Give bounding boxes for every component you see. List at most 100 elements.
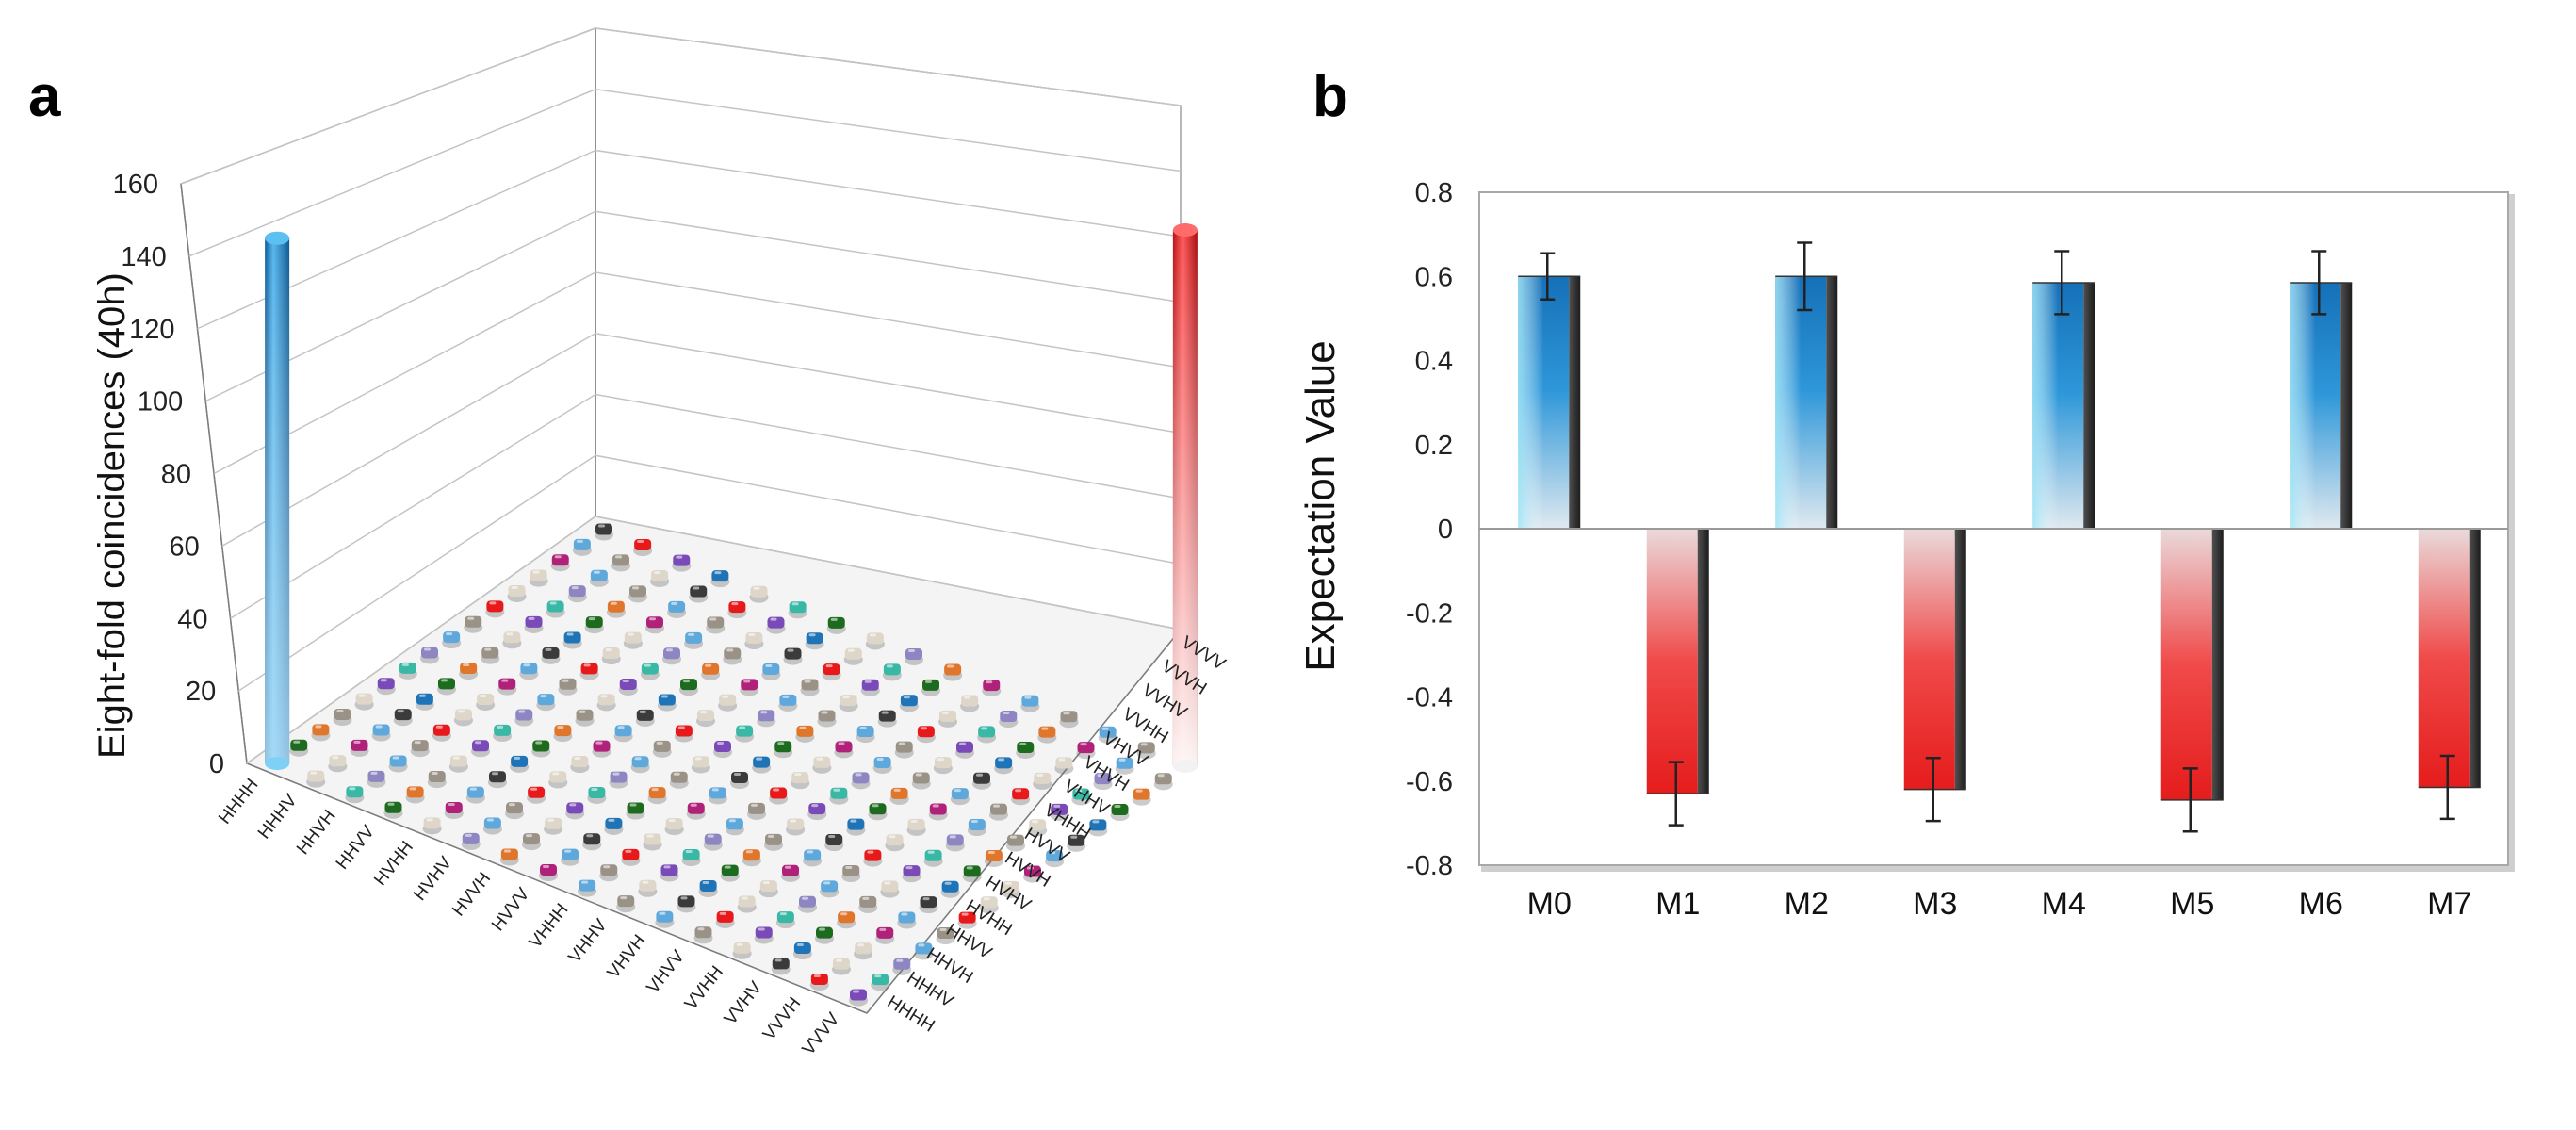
small-bar (553, 725, 573, 743)
small-bar (499, 848, 519, 866)
x-category-label: M0 (1527, 886, 1572, 922)
small-bar (481, 647, 500, 664)
small-bar (1006, 834, 1025, 852)
x-category-label: HHHH (215, 775, 262, 827)
small-bar (858, 895, 878, 913)
small-bar (306, 770, 326, 788)
small-bar (885, 834, 905, 852)
small-bar (584, 616, 604, 634)
small-bar (737, 895, 757, 913)
small-bar (943, 663, 963, 681)
small-bar (1016, 741, 1035, 759)
small-bar (718, 694, 738, 712)
small-bar (464, 615, 483, 633)
small-bar (960, 695, 980, 712)
small-bar (548, 771, 568, 789)
small-bar (955, 741, 974, 759)
small-bar (982, 680, 1002, 697)
small-bar (829, 787, 849, 805)
small-bar (723, 647, 742, 665)
small-bar (442, 631, 462, 649)
small-bar (522, 833, 541, 851)
small-bar (846, 818, 866, 836)
small-bar (1071, 788, 1091, 806)
small-bar (832, 958, 851, 975)
small-bar (919, 896, 938, 914)
small-bar (786, 818, 806, 836)
small-bar (454, 709, 473, 727)
y-axis-ticks: 0.8 0.6 0.4 0.2 0 -0.2 -0.4 -0.6 -0.8 (1406, 178, 1453, 881)
small-bar (979, 896, 999, 914)
small-bar (775, 911, 795, 929)
small-bar (618, 678, 638, 696)
z-tick-label: 120 (129, 315, 174, 345)
bar-m7 (2418, 529, 2481, 821)
small-bar (805, 632, 824, 650)
error-bar (2439, 754, 2455, 821)
small-bar (1028, 819, 1048, 837)
error-bar (1668, 761, 1684, 827)
small-bar (1050, 803, 1069, 821)
small-bar (613, 725, 633, 743)
small-bar (565, 802, 585, 820)
z-tick-label: 20 (186, 677, 216, 707)
small-bar (892, 958, 912, 975)
small-bar (841, 864, 861, 882)
small-bar (795, 725, 815, 743)
small-bar (758, 880, 778, 898)
z-gridline (197, 149, 1182, 330)
small-bar (601, 647, 621, 665)
bar-m0 (1518, 252, 1581, 529)
small-bar (684, 631, 704, 649)
small-bar (333, 708, 352, 726)
small-bar (854, 942, 873, 960)
small-bar (328, 755, 348, 773)
small-bar (592, 740, 611, 758)
small-bar (715, 910, 735, 928)
x-category-label: M3 (1913, 886, 1957, 922)
x-category-label: HVHV (410, 853, 456, 905)
small-bar (371, 724, 391, 742)
small-bar (519, 663, 539, 680)
small-bar (640, 663, 660, 680)
small-bar (957, 911, 977, 929)
x-category-label: VHVV (643, 946, 689, 997)
z-gridline (180, 27, 1182, 185)
small-bar (877, 710, 897, 728)
bar-m2 (1775, 241, 1838, 529)
z-tick-label: 100 (138, 387, 183, 418)
bar-m3 (1903, 529, 1966, 823)
small-bar (289, 739, 309, 757)
large-bar-vvvv (1172, 223, 1198, 773)
small-bar (420, 647, 439, 664)
small-bar (1110, 804, 1130, 822)
small-bar (510, 755, 530, 773)
small-bar (742, 849, 761, 867)
small-bar (713, 741, 732, 759)
small-bar (541, 647, 561, 664)
small-bar (897, 911, 917, 929)
small-bar (689, 585, 709, 603)
small-bar (660, 864, 679, 882)
small-bar (889, 787, 909, 805)
small-bar (1076, 742, 1096, 760)
small-bar (921, 679, 940, 696)
small-bar (432, 724, 451, 742)
small-bar (488, 771, 507, 789)
small-bar (485, 600, 505, 618)
small-bar (720, 864, 740, 882)
small-bar (578, 879, 597, 897)
small-bar (824, 834, 844, 852)
small-bar (681, 849, 701, 867)
small-bar (507, 584, 527, 602)
small-bar (505, 802, 524, 820)
small-bar (727, 601, 747, 619)
small-bar (589, 569, 609, 587)
small-bar (791, 772, 810, 790)
small-bar (638, 879, 658, 897)
small-bar (899, 695, 919, 712)
small-bar (482, 817, 502, 835)
small-bar (812, 756, 832, 774)
small-bar (945, 834, 965, 852)
x-category-label: HHVH (293, 807, 340, 859)
